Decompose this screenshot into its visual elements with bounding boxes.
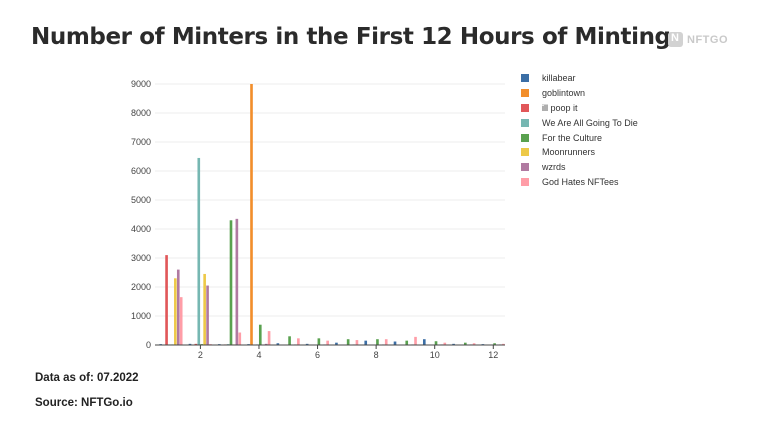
bar-we-are-all-going-to-die xyxy=(197,157,201,345)
legend-swatch xyxy=(521,89,529,98)
y-tick-label: 9000 xyxy=(131,79,151,89)
nftgo-logo-icon xyxy=(668,32,683,47)
y-tick-label: 5000 xyxy=(131,195,151,205)
bar-ill-poop-it xyxy=(165,255,168,345)
legend-item: God Hates NFTees xyxy=(521,175,638,190)
x-tick-label: 12 xyxy=(488,350,498,360)
bar-god-hates-nftees xyxy=(384,339,388,345)
y-tick-label: 3000 xyxy=(131,253,151,263)
bar-god-hates-nftees xyxy=(238,332,242,345)
data-date-note: Data as of: 07.2022 xyxy=(35,372,139,384)
bar-for-the-culture xyxy=(258,324,262,345)
legend-item: killabear xyxy=(521,71,638,86)
y-tick-label: 6000 xyxy=(131,166,151,176)
legend-item: We Are All Going To Die xyxy=(521,115,638,130)
x-tick-label: 10 xyxy=(430,350,440,360)
legend-item: wzrds xyxy=(521,160,638,175)
bar-god-hates-nftees xyxy=(502,343,505,345)
x-tick-label: 6 xyxy=(315,350,320,360)
y-tick-label: 7000 xyxy=(131,137,151,147)
bar-killabear xyxy=(452,343,455,345)
bar-killabear xyxy=(364,340,368,345)
chart-title: Number of Minters in the First 12 Hours … xyxy=(31,24,671,50)
y-tick-label: 2000 xyxy=(131,282,151,292)
bar-killabear xyxy=(188,343,192,345)
legend-swatch xyxy=(521,133,529,142)
bar-god-hates-nftees xyxy=(267,331,271,345)
bars xyxy=(159,84,505,346)
bar-wzrds xyxy=(264,343,268,345)
bar-wzrds xyxy=(206,285,209,345)
legend-item: For the Culture xyxy=(521,130,638,145)
legend-swatch xyxy=(521,103,529,112)
bar-for-the-culture xyxy=(317,338,321,345)
grid-lines xyxy=(155,83,505,317)
legend-swatch xyxy=(521,148,529,157)
legend-item: ill poop it xyxy=(521,101,638,116)
bar-for-the-culture xyxy=(376,339,379,345)
bar-ill-poop-it xyxy=(194,343,198,345)
bar-for-the-culture xyxy=(405,340,409,345)
x-tick-label: 2 xyxy=(198,350,203,360)
axes: 0 1000 2000 3000 4000 5000 6000 7000 8000 9000 2 4 6… xyxy=(131,79,505,360)
bar-moonrunners xyxy=(203,273,206,345)
legend: killabear goblintown ill poop it We Are All… xyxy=(521,71,638,189)
y-tick-label: 8000 xyxy=(131,108,151,118)
legend-swatch xyxy=(521,118,529,127)
legend-label: For the Culture xyxy=(542,132,603,143)
y-tick-label: 1000 xyxy=(131,311,151,321)
bar-god-hates-nftees xyxy=(297,338,300,345)
bar-killabear xyxy=(335,342,338,345)
y-tick-label: 4000 xyxy=(131,224,151,234)
legend-label: Moonrunners xyxy=(542,147,596,158)
bar-goblintown xyxy=(250,84,253,345)
source-note: Source: NFTGo.io xyxy=(35,397,133,409)
legend-label: wzrds xyxy=(542,162,566,173)
legend-item: Moonrunners xyxy=(521,145,638,160)
bar-god-hates-nftees xyxy=(414,336,417,345)
bar-god-hates-nftees xyxy=(179,297,183,345)
bar-god-hates-nftees xyxy=(355,340,359,345)
bar-killabear xyxy=(422,339,426,345)
x-tick-label: 4 xyxy=(256,350,261,360)
bar-killabear xyxy=(276,343,280,345)
nftgo-logo-text: NFTGO xyxy=(687,33,728,46)
bar-killabear xyxy=(393,341,397,345)
legend-swatch xyxy=(521,177,529,186)
legend-swatch xyxy=(521,74,529,83)
bar-for-the-culture xyxy=(288,336,291,345)
legend-label: We Are All Going To Die xyxy=(542,117,638,128)
bar-for-the-culture xyxy=(434,341,438,345)
bar-wzrds xyxy=(176,269,180,345)
legend-label: ill poop it xyxy=(542,102,578,113)
legend-item: goblintown xyxy=(521,86,638,101)
bar-moonrunners xyxy=(174,278,177,345)
legend-label: God Hates NFTees xyxy=(542,176,619,187)
bar-god-hates-nftees xyxy=(472,343,476,345)
bar-for-the-culture xyxy=(463,342,467,345)
legend-label: goblintown xyxy=(542,88,586,99)
bar-god-hates-nftees xyxy=(326,340,329,345)
x-tick-label: 8 xyxy=(374,350,379,360)
bar-for-the-culture xyxy=(229,220,233,345)
nftgo-logo: NFTGO xyxy=(668,32,728,47)
legend-swatch xyxy=(521,163,529,172)
bar-killabear xyxy=(305,343,309,345)
bar-god-hates-nftees xyxy=(443,342,447,345)
bar-for-the-culture xyxy=(346,339,350,345)
legend-label: killabear xyxy=(542,73,576,84)
bar-for-the-culture xyxy=(493,343,496,345)
y-tick-label: 0 xyxy=(146,340,151,350)
bar-wzrds xyxy=(235,218,239,345)
